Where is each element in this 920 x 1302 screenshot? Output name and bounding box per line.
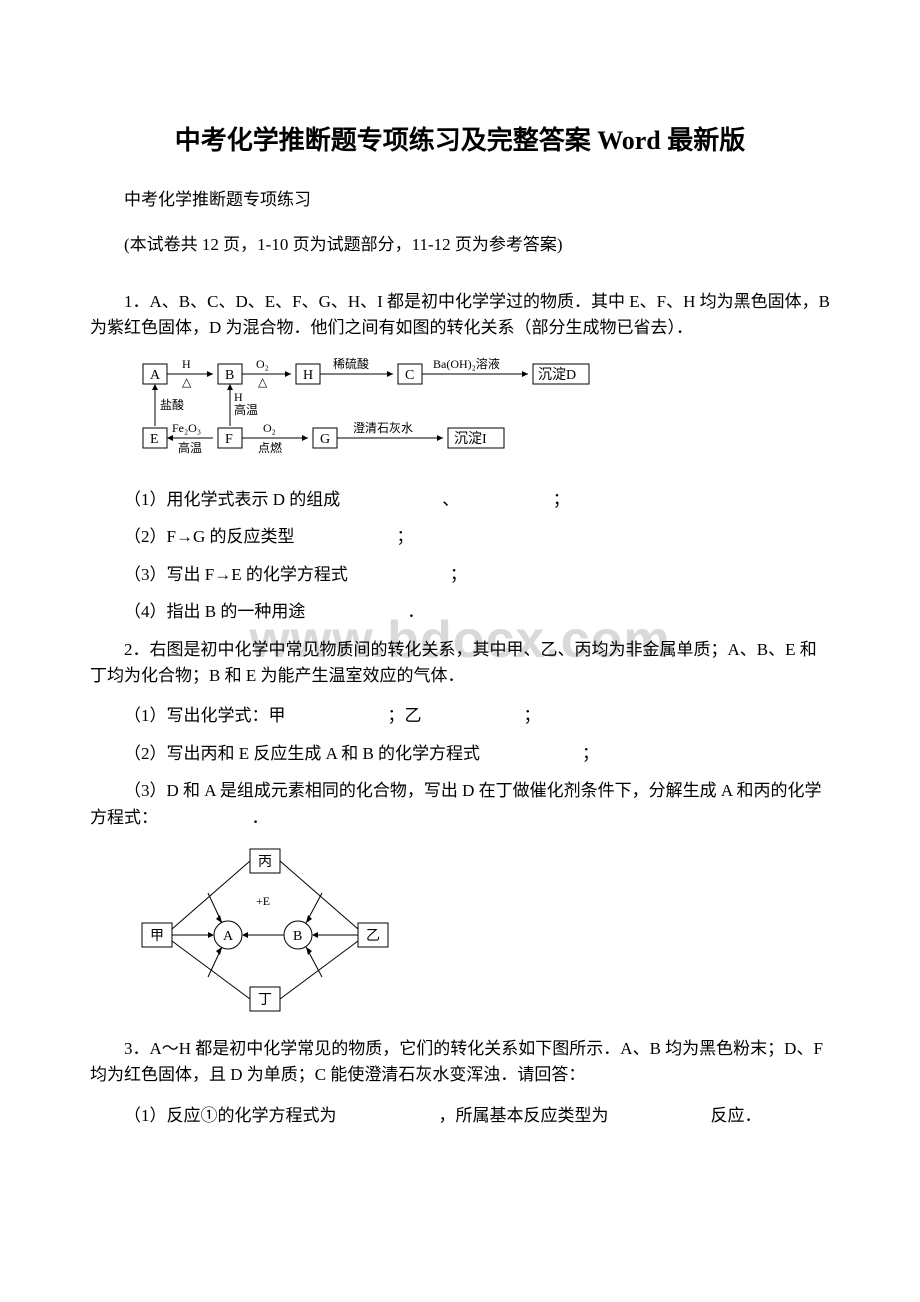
svg-text:H: H bbox=[182, 357, 191, 371]
svg-text:高温: 高温 bbox=[178, 440, 202, 455]
q1-sub4: （4）指出 B 的一种用途 ． bbox=[90, 599, 830, 625]
q2-diagram: 丙 甲 乙 丁 A B +E bbox=[138, 845, 830, 1020]
svg-text:丁: 丁 bbox=[258, 993, 272, 1008]
paper-note: (本试卷共 12 页，1-10 页为试题部分，11-12 页为参考答案) bbox=[90, 230, 830, 255]
q3-intro: 3．A～H 都是初中化学常见的物质，它们的转化关系如下图所示．A、B 均为黑色粉… bbox=[90, 1036, 830, 1089]
svg-text:沉淀D: 沉淀D bbox=[538, 367, 576, 383]
q3-sub1: （1）反应①的化学方程式为 ，所属基本反应类型为 反应． bbox=[90, 1103, 830, 1129]
svg-text:△: △ bbox=[182, 375, 192, 389]
svg-text:Ba(OH)₂溶液: Ba(OH)₂溶液 bbox=[433, 356, 500, 371]
svg-text:A: A bbox=[223, 929, 234, 944]
svg-text:O₂: O₂ bbox=[256, 357, 269, 371]
svg-text:沉淀I: 沉淀I bbox=[454, 431, 487, 447]
svg-text:乙: 乙 bbox=[366, 928, 380, 944]
svg-text:G: G bbox=[320, 432, 330, 447]
svg-text:B: B bbox=[293, 929, 302, 944]
svg-text:点燃: 点燃 bbox=[258, 440, 282, 455]
svg-text:O₂: O₂ bbox=[263, 421, 276, 435]
svg-text:△: △ bbox=[258, 375, 268, 389]
q1-sub3: （3）写出 F→E 的化学方程式 ； bbox=[90, 562, 830, 588]
document-content: 中考化学推断题专项练习及完整答案 Word 最新版 中考化学推断题专项练习 (本… bbox=[90, 120, 830, 1129]
svg-text:H: H bbox=[303, 368, 313, 383]
svg-text:澄清石灰水: 澄清石灰水 bbox=[353, 420, 413, 435]
q2-sub3: （3）D 和 A 是组成元素相同的化合物，写出 D 在丁做催化剂条件下，分解生成… bbox=[90, 778, 830, 831]
q1-intro: 1．A、B、C、D、E、F、G、H、I 都是初中化学学过的物质．其中 E、F、H… bbox=[90, 289, 830, 342]
q1-diagram: A B H C 沉淀D H △ O₂ △ 稀硫酸 Ba(OH)₂溶液 bbox=[138, 356, 830, 471]
svg-text:H: H bbox=[234, 390, 243, 404]
svg-text:F: F bbox=[225, 432, 233, 447]
svg-text:Fe₂O₃: Fe₂O₃ bbox=[172, 421, 201, 435]
page-title: 中考化学推断题专项练习及完整答案 Word 最新版 bbox=[90, 120, 830, 157]
svg-text:C: C bbox=[405, 368, 414, 383]
svg-text:A: A bbox=[150, 368, 161, 383]
svg-text:+E: +E bbox=[256, 894, 270, 908]
svg-text:E: E bbox=[150, 432, 159, 447]
q2-sub2: （2）写出丙和 E 反应生成 A 和 B 的化学方程式 ； bbox=[90, 741, 830, 767]
svg-text:高温: 高温 bbox=[234, 402, 258, 417]
q2-sub1: （1）写出化学式：甲 ；乙 ； bbox=[90, 703, 830, 729]
svg-text:B: B bbox=[225, 368, 234, 383]
svg-text:甲: 甲 bbox=[150, 929, 164, 944]
svg-text:丙: 丙 bbox=[258, 855, 272, 870]
q1-sub2: （2）F→G 的反应类型 ； bbox=[90, 524, 830, 550]
q1-sub1: （1）用化学式表示 D 的组成 、 ； bbox=[90, 487, 830, 513]
subtitle: 中考化学推断题专项练习 bbox=[90, 185, 830, 210]
q2-intro: 2．右图是初中化学中常见物质间的转化关系，其中甲、乙、丙均为非金属单质；A、B、… bbox=[90, 637, 830, 690]
svg-text:盐酸: 盐酸 bbox=[160, 397, 184, 412]
svg-text:稀硫酸: 稀硫酸 bbox=[333, 356, 369, 371]
